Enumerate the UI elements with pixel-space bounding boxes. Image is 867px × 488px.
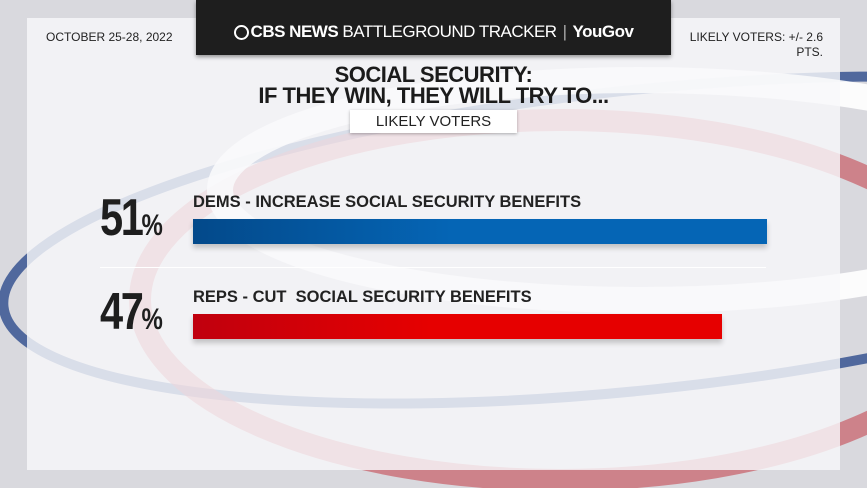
title-line-2: IF THEY WIN, THEY WILL TRY TO... [258,83,609,108]
cbs-eye-logo-icon [233,25,249,40]
product-name: BATTLEGROUND TRACKER [342,21,557,41]
content-panel [27,18,840,470]
margin-of-error: LIKELY VOTERS: +/- 2.6 PTS. [689,30,823,59]
divider [100,267,766,268]
value-label-dems: 51% [100,189,163,247]
bar-reps [193,314,722,339]
survey-date: OCTOBER 25-28, 2022 [46,30,173,44]
value-label-reps: 47% [100,283,163,341]
header-banner: CBS NEWS BATTLEGROUND TRACKER | YouGov [196,0,671,55]
title-line-1: SOCIAL SECURITY: [334,62,533,87]
bar-dems [193,219,767,244]
brand-name: CBS NEWS [250,21,339,41]
chart-title: SOCIAL SECURITY: IF THEY WIN, THEY WILL … [0,62,867,108]
category-label-reps: REPS - CUT SOCIAL SECURITY BENEFITS [193,288,532,306]
chart-subtitle: LIKELY VOTERS [350,110,517,133]
category-label-dems: DEMS - INCREASE SOCIAL SECURITY BENEFITS [193,193,582,211]
partner-name: YouGov [572,21,634,41]
